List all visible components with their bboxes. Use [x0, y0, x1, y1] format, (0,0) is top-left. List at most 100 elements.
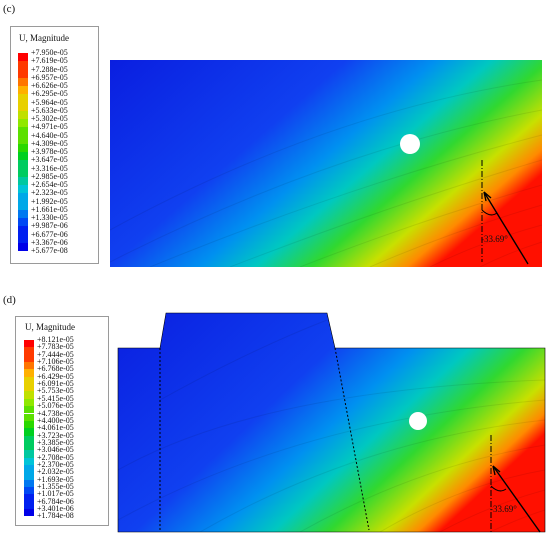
angle-arc-d	[490, 485, 507, 492]
legend-tick-label: +7.950e-05	[31, 48, 68, 57]
legend-color-band	[18, 94, 28, 103]
hole-c	[400, 134, 420, 154]
legend-tick-label: +7.288e-05	[31, 64, 68, 74]
legend-color-band	[18, 201, 28, 210]
legend-tick-label: +1.992e-05	[31, 196, 68, 206]
specimen-d	[118, 313, 545, 532]
legend-color-band	[18, 127, 28, 136]
legend-color-band	[18, 209, 28, 218]
legend-tick-label: +6.091e-05	[37, 379, 74, 389]
legend-tick-label: +3.046e-05	[37, 445, 74, 455]
contour-lines-d	[118, 319, 545, 532]
legend-tick-label: +7.444e-05	[37, 349, 74, 359]
legend-color-band	[18, 77, 28, 86]
legend-color-band	[24, 384, 34, 392]
legend-tick-label: +3.723e-05	[37, 430, 74, 440]
legend-tick-label: +6.768e-05	[37, 364, 74, 374]
legend-tick-label: +5.753e-05	[37, 386, 74, 396]
legend-tick-label: +6.626e-05	[31, 81, 68, 90]
legend-tick-label: +2.654e-05	[31, 180, 68, 189]
legend-color-band	[18, 86, 28, 95]
legend-tick-label: +5.415e-05	[37, 393, 74, 403]
legend-color-band	[24, 369, 34, 377]
legend-tick-label: +1.355e-05	[37, 482, 74, 491]
legend-tick-label: +1.017e-05	[37, 489, 74, 499]
legend-color-band	[24, 354, 34, 363]
legend-color-band	[24, 347, 34, 355]
legend-color-band	[18, 119, 28, 128]
panel-label-d: (d)	[3, 294, 16, 306]
legend-tick-label: +6.784e-06	[37, 496, 74, 506]
specimen-c	[110, 60, 542, 267]
legend-tick-label: +5.677e-08	[31, 246, 68, 255]
legend-tick-label: +6.429e-05	[37, 371, 74, 381]
legend-color-band	[24, 435, 34, 443]
legend-color-band	[24, 509, 34, 517]
legend-color-band	[24, 420, 34, 429]
legend-color-band	[18, 110, 28, 119]
legend-title-c: U, Magnitude	[19, 33, 69, 43]
legend-tick-label: +2.985e-05	[31, 171, 68, 181]
angle-label-d: -33.69°	[490, 504, 517, 514]
legend-tick-label: +6.957e-05	[31, 72, 68, 82]
legend-tick-label: +4.640e-05	[31, 130, 68, 140]
legend-color-band	[24, 501, 34, 510]
legend-tick-label: +3.316e-05	[31, 163, 68, 173]
legend-tick-label: +4.061e-05	[37, 423, 74, 433]
legend-tick-label: +5.302e-05	[31, 114, 68, 123]
legend-color-band	[18, 193, 28, 202]
legend-tick-label: +8.121e-05	[37, 335, 74, 344]
legend-color-band	[24, 487, 34, 495]
legend-tick-label: +6.295e-05	[31, 89, 68, 99]
legend-tick-label: +1.330e-05	[31, 213, 68, 222]
legend-color-band	[18, 185, 28, 194]
interface-line-right-d	[334, 347, 370, 531]
legend-color-band	[18, 135, 28, 144]
legend-tick-label: +5.633e-05	[31, 105, 68, 115]
legend-color-band	[24, 391, 34, 399]
legend-color-band	[24, 457, 34, 465]
legend-color-band	[24, 398, 34, 407]
legend-tick-label: +7.106e-05	[37, 357, 74, 367]
legend-color-band	[24, 376, 34, 385]
legend-tick-label: +3.401e-06	[37, 504, 74, 514]
legend-color-band	[24, 472, 34, 480]
legend-tick-label: +1.784e-08	[37, 511, 74, 521]
legend-color-band	[18, 152, 28, 161]
legend-color-band	[24, 442, 34, 451]
load-arrow-c	[483, 191, 529, 265]
legend-tick-label: +2.032e-05	[37, 467, 74, 477]
legend-tick-label: +3.385e-05	[37, 437, 74, 447]
legend-tick-label: +1.693e-05	[37, 474, 74, 484]
legend-color-band	[18, 168, 28, 177]
arrowhead-c	[483, 191, 492, 202]
arrowhead-d	[492, 465, 501, 476]
legend-color-band	[18, 160, 28, 169]
legend-tick-label: +4.971e-05	[31, 122, 68, 132]
legend-color-band	[18, 53, 28, 62]
legend-color-band	[18, 61, 28, 70]
legend-color-band	[18, 143, 28, 152]
legend-color-band	[18, 226, 28, 235]
legend-color-band	[24, 406, 34, 414]
legend-tick-label: +7.619e-05	[31, 56, 68, 66]
angle-arc-c	[481, 209, 498, 216]
legend-color-band	[24, 464, 34, 473]
legend-tick-label: +3.978e-05	[31, 147, 68, 156]
legend-color-band	[24, 362, 34, 370]
legend-color-band	[18, 218, 28, 227]
legend-tick-label: +7.783e-05	[37, 342, 74, 352]
legend-tick-label: +5.964e-05	[31, 97, 68, 107]
contour-lines-c	[110, 79, 542, 267]
legend-color-band	[18, 102, 28, 111]
legend-title-d: U, Magnitude	[25, 322, 75, 332]
legend-color-band	[18, 242, 28, 251]
legend-color-band	[24, 494, 34, 502]
angle-label-c: -33.69°	[481, 234, 508, 244]
load-arrow-d	[492, 465, 541, 533]
legend-tick-label: +4.309e-05	[31, 138, 68, 148]
panel-label-c: (c)	[3, 3, 16, 15]
legend-color-band	[24, 413, 34, 421]
